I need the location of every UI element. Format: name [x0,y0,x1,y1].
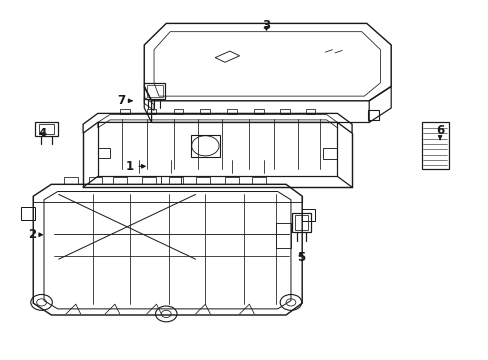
Text: 5: 5 [296,251,304,264]
Text: 7: 7 [117,94,132,107]
Text: 1: 1 [125,160,144,173]
Text: 3: 3 [262,19,270,32]
Text: 4: 4 [39,127,47,140]
Text: 6: 6 [435,124,443,140]
Text: 2: 2 [28,228,42,241]
